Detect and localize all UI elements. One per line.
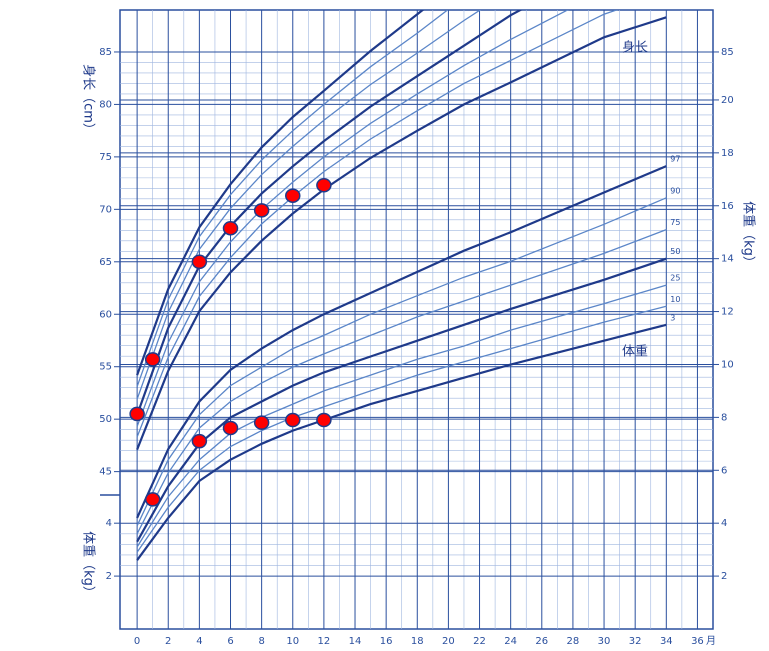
percentile-label: 90 <box>670 186 680 195</box>
y2-tick-label: 2 <box>721 571 727 582</box>
y2-tick-label: 16 <box>721 201 734 212</box>
x-tick-label: 32 <box>629 636 642 647</box>
measurement-point <box>129 406 145 422</box>
percentile-label: 25 <box>670 274 680 283</box>
x-tick-label: 30 <box>598 636 611 647</box>
y2-tick-label: 4 <box>721 518 727 529</box>
y-tick-label: 80 <box>99 99 112 110</box>
x-tick-label: 18 <box>411 636 424 647</box>
measurement-point <box>222 420 239 436</box>
measurement-point <box>316 412 332 428</box>
x-tick-label: 22 <box>473 636 486 647</box>
x-tick-label: 12 <box>318 636 331 647</box>
percentile-curve <box>136 284 667 548</box>
percentile-label: 97 <box>670 155 680 164</box>
y2-tick-label: 8 <box>721 412 727 423</box>
measurement-point <box>253 415 270 430</box>
y2-tick-label-left: 4 <box>106 518 112 529</box>
height-axis-label: 身长（cm） <box>81 64 97 136</box>
x-tick-label: 6 <box>227 636 233 647</box>
x-tick-label: 10 <box>286 636 299 647</box>
percentile-curve <box>136 10 425 376</box>
x-unit: 月 <box>706 635 716 647</box>
y-tick-label: 65 <box>99 257 112 268</box>
x-tick-label: 14 <box>349 636 362 647</box>
percentile-curve <box>136 10 482 400</box>
percentile-label: 50 <box>670 247 680 256</box>
y-tick-label: 70 <box>99 204 112 215</box>
x-tick-label: 24 <box>504 636 517 647</box>
y-tick-label: 60 <box>99 309 112 320</box>
y-tick-label-right: 85 <box>721 47 734 58</box>
measurement-point <box>144 492 161 507</box>
weight-chart-label: 体重 <box>622 344 648 360</box>
x-tick-label: 34 <box>660 636 673 647</box>
x-tick-label: 20 <box>442 636 455 647</box>
measurement-point <box>316 177 332 193</box>
x-tick-label: 26 <box>535 636 548 647</box>
y2-tick-label: 14 <box>721 254 734 265</box>
y2-tick-label: 18 <box>721 148 734 159</box>
percentile-curve <box>136 10 569 427</box>
measurement-point <box>222 220 239 236</box>
curves <box>136 10 667 561</box>
x-tick-label: 4 <box>196 636 202 647</box>
percentile-curve <box>136 10 619 438</box>
x-tick-label: 28 <box>567 636 580 647</box>
percentile-curve <box>136 165 667 519</box>
y2-tick-label: 12 <box>721 307 734 318</box>
percentile-curve <box>136 197 667 527</box>
measurement-point <box>253 203 270 218</box>
measurement-point <box>285 188 301 203</box>
measurement-point <box>285 412 301 428</box>
x-tick-label: 0 <box>134 636 140 647</box>
y-tick-label: 50 <box>99 414 112 425</box>
x-tick-label: 2 <box>165 636 171 647</box>
weight-axis-label-right: 体重（kg） <box>741 201 757 269</box>
height-chart-label: 身长 <box>622 40 648 56</box>
x-tick-label: 8 <box>258 636 264 647</box>
percentile-curve <box>136 228 667 535</box>
x-tick-label: 16 <box>380 636 393 647</box>
percentile-label: 75 <box>670 218 680 227</box>
weight-axis-label-left: 体重（kg） <box>81 531 97 599</box>
percentile-label: 10 <box>670 295 680 304</box>
measurement-point <box>191 433 208 449</box>
measurement-point <box>191 254 208 270</box>
y2-tick-label: 6 <box>721 465 727 476</box>
percentile-label: 3 <box>670 313 675 322</box>
y-tick-label: 85 <box>99 47 112 58</box>
y-tick-label: 75 <box>99 152 112 163</box>
plot-frame <box>119 9 714 630</box>
percentile-curve <box>136 305 667 553</box>
x-tick-label: 36 <box>691 636 704 647</box>
y2-tick-label: 10 <box>721 359 734 370</box>
measurement-point <box>144 352 161 367</box>
y-tick-label: 55 <box>99 362 112 373</box>
y-tick-label: 45 <box>99 467 112 478</box>
y2-tick-label-left: 2 <box>106 571 112 582</box>
percentile-curve <box>136 10 449 387</box>
y2-tick-label: 20 <box>721 95 734 106</box>
